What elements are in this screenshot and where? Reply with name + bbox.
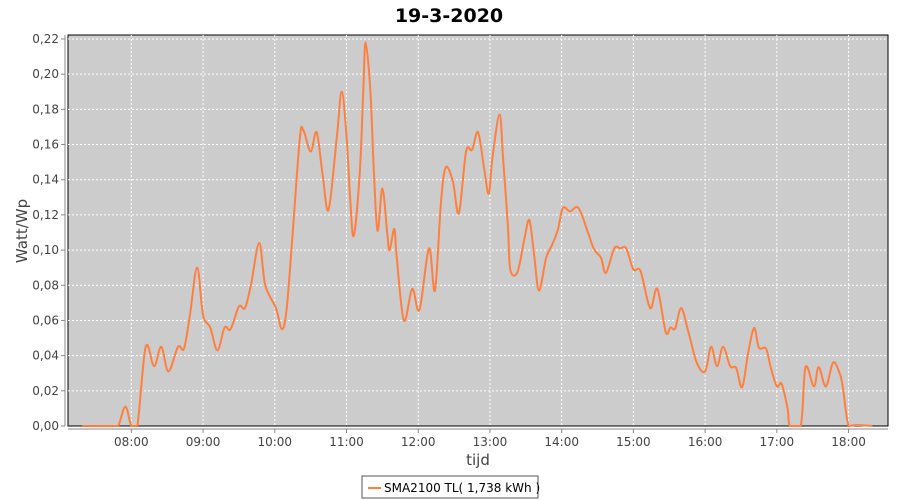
x-tick-label: 14:00 (544, 435, 579, 449)
x-tick-label: 09:00 (186, 435, 221, 449)
chart-title: 19-3-2020 (395, 5, 503, 27)
y-tick-label: 0,10 (32, 243, 59, 257)
plot-area (67, 34, 889, 427)
x-tick-label: 17:00 (760, 435, 795, 449)
legend-label: SMA2100 TL( 1,738 kWh ) (384, 481, 540, 495)
x-axis: 08:00 09:00 10:00 11:00 12:00 13:00 14:00 15:00… (68, 428, 888, 449)
y-axis: 0,00 0,02 0,04 0,06 0,08 0,10 0,12 0,14 0,16 0,18… (32, 32, 66, 433)
y-tick-label: 0,00 (32, 419, 59, 433)
y-tick-label: 0,16 (32, 138, 59, 152)
x-tick-label: 16:00 (688, 435, 723, 449)
x-tick-label: 11:00 (329, 435, 364, 449)
grid-lines (68, 35, 888, 426)
y-tick-label: 0,02 (32, 384, 59, 398)
y-tick-label: 0,14 (32, 173, 59, 187)
y-tick-label: 0,18 (32, 102, 59, 116)
x-tick-label: 18:00 (831, 435, 866, 449)
x-axis-label: tijd (466, 451, 490, 469)
x-tick-label: 08:00 (114, 435, 149, 449)
y-tick-label: 0,08 (32, 278, 59, 292)
legend: SMA2100 TL( 1,738 kWh ) (361, 475, 540, 499)
y-tick-label: 0,12 (32, 208, 59, 222)
data-points (82, 42, 873, 427)
y-axis-label: Watt/Wp (13, 199, 31, 263)
y-tick-label: 0,06 (32, 313, 59, 327)
y-tick-label: 0,04 (32, 349, 59, 363)
x-tick-label: 13:00 (473, 435, 508, 449)
x-tick-label: 10:00 (257, 435, 292, 449)
x-tick-label: 15:00 (616, 435, 651, 449)
y-tick-label: 0,20 (32, 67, 59, 81)
y-tick-label: 0,22 (32, 32, 59, 46)
series-line (82, 41, 873, 428)
x-tick-label: 12:00 (401, 435, 436, 449)
